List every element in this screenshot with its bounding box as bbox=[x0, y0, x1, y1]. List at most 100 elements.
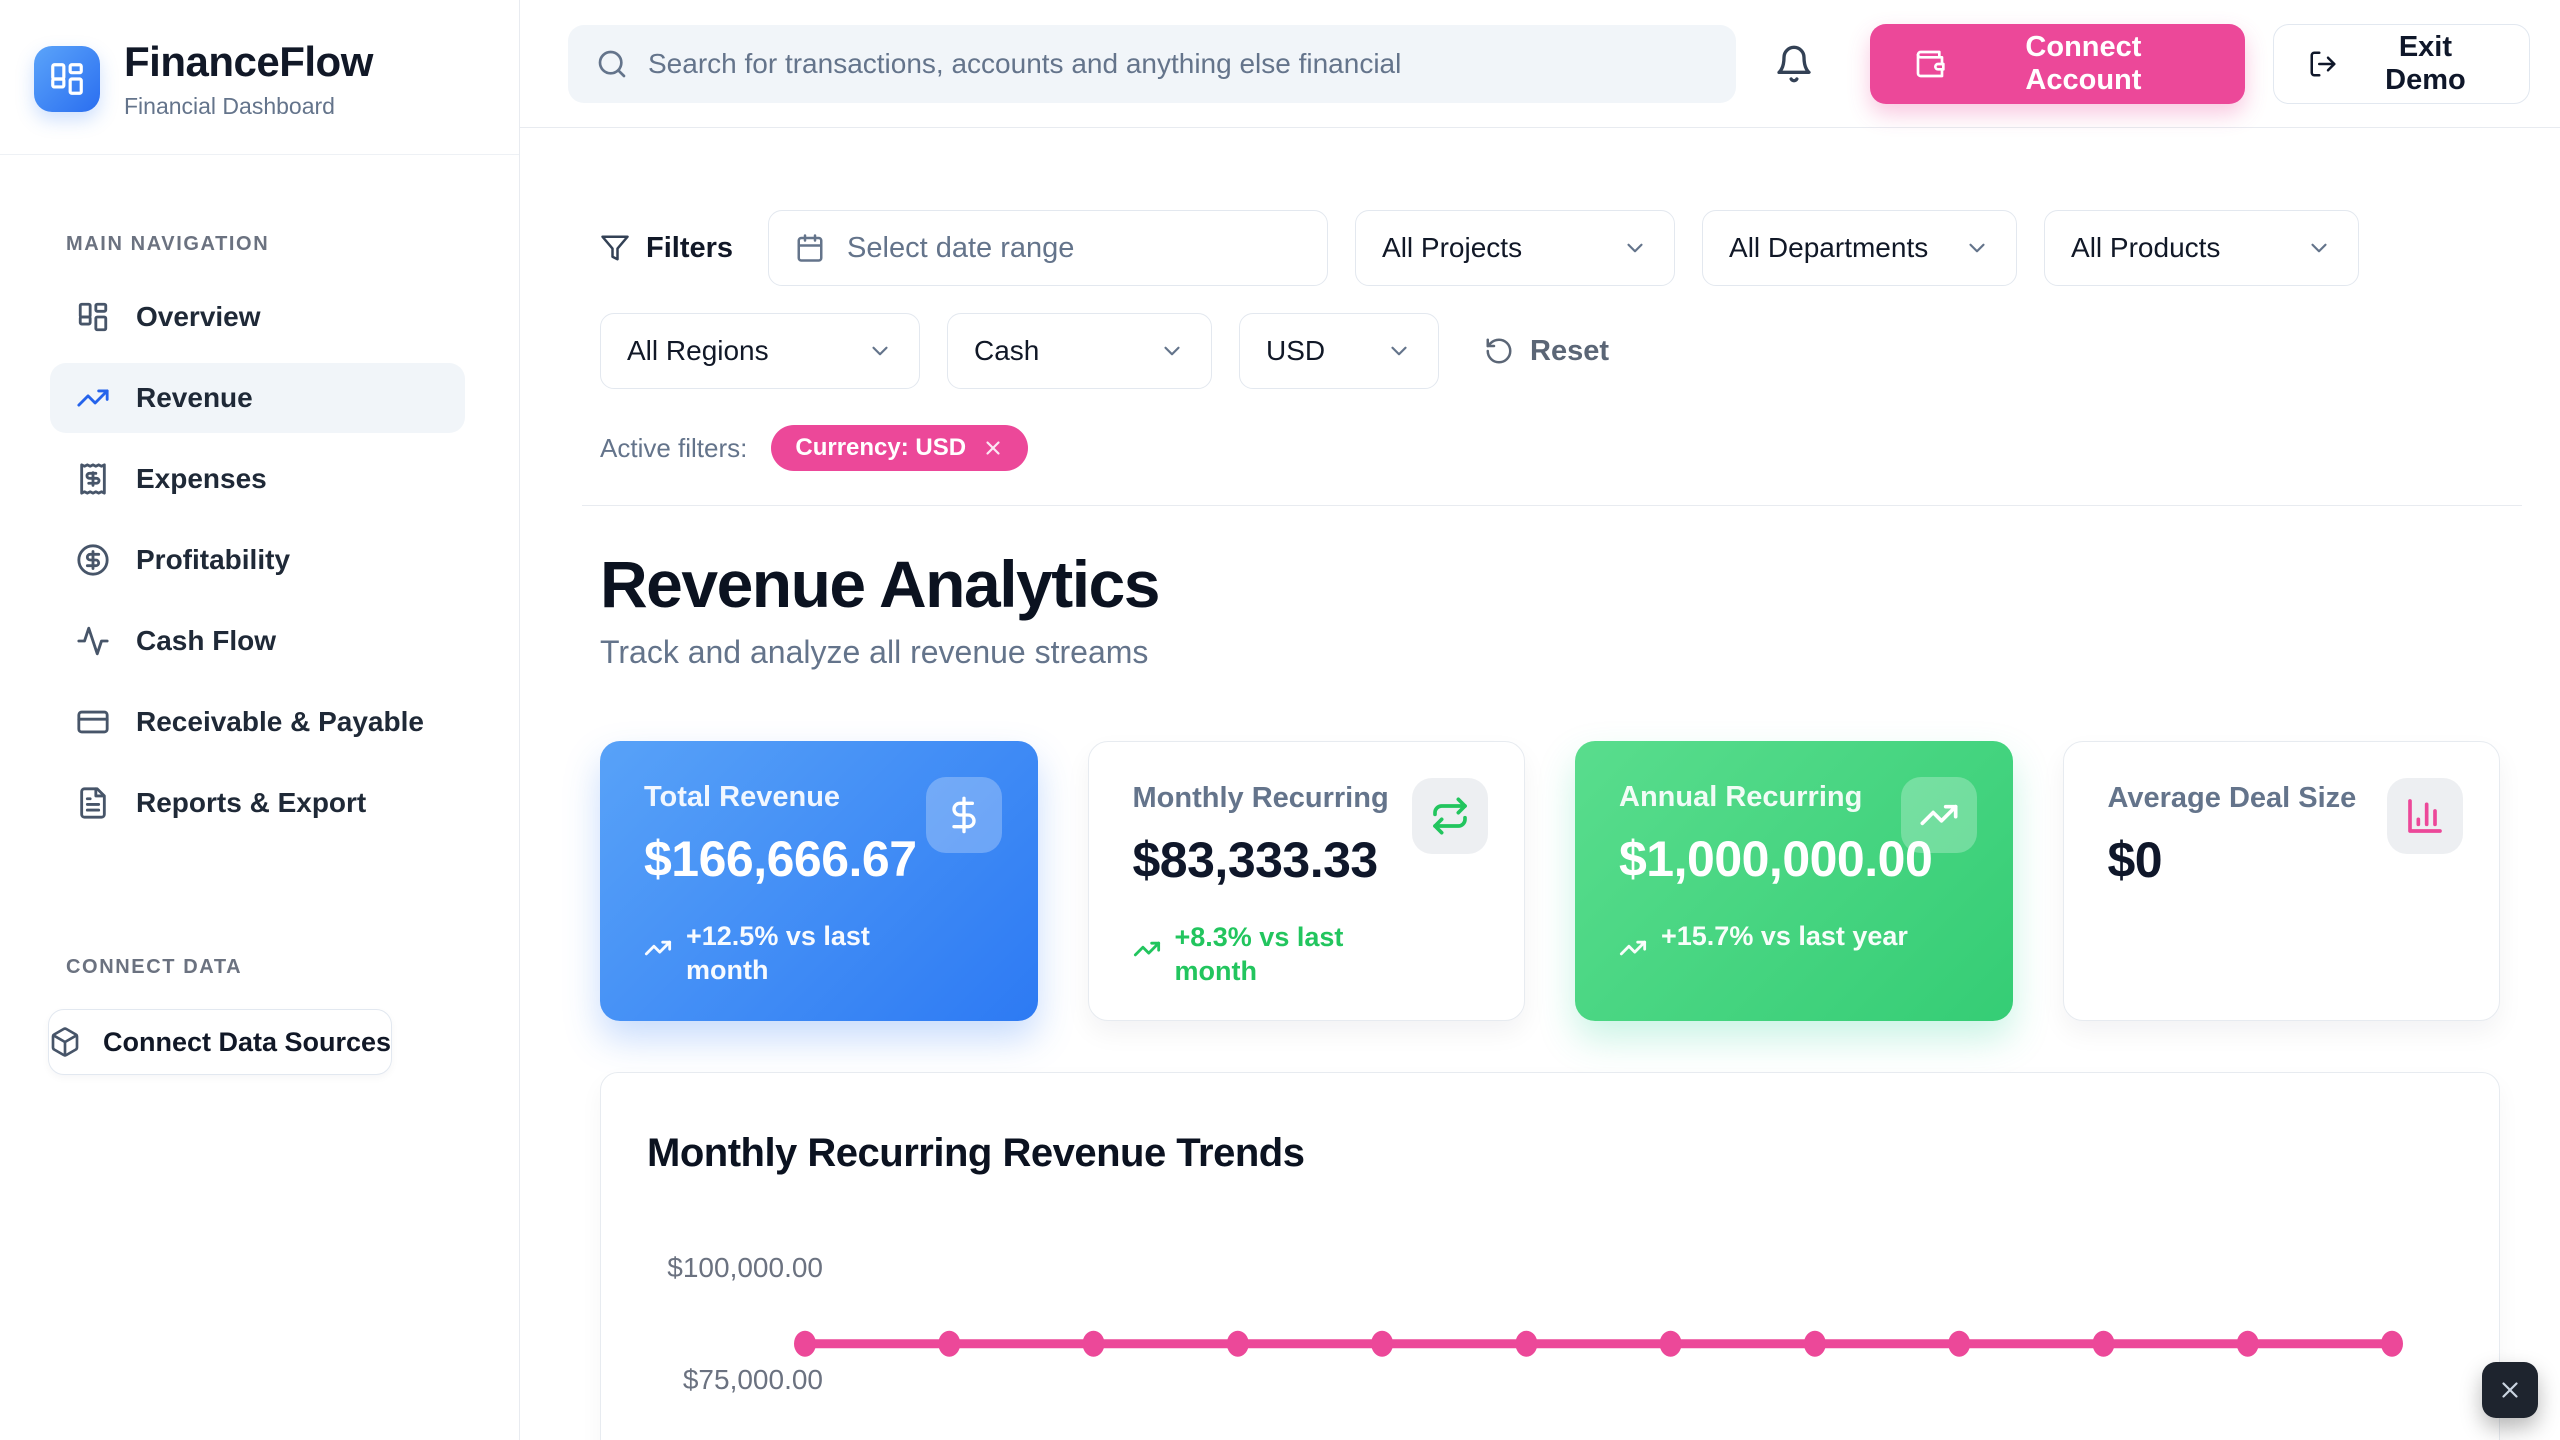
app-subtitle: Financial Dashboard bbox=[124, 93, 335, 119]
sidebar-item-overview[interactable]: Overview bbox=[50, 282, 465, 352]
trending-up-icon bbox=[644, 934, 672, 962]
metric-label: Monthly Recurring bbox=[1132, 782, 1389, 814]
trending-up-icon bbox=[1619, 934, 1647, 962]
sidebar-item-label: Reports & Export bbox=[136, 787, 367, 818]
chevron-down-icon bbox=[867, 338, 893, 364]
projects-select-value: All Projects bbox=[1382, 232, 1523, 263]
products-select-value: All Products bbox=[2071, 232, 2221, 263]
connect-data-section-label: CONNECT DATA bbox=[66, 956, 243, 978]
metric-value: $166,666.67 bbox=[644, 831, 917, 887]
metric-card-monthly-recurring: Monthly Recurring $83,333.33 +8.3% vs la… bbox=[1087, 741, 1525, 1021]
dollar-sign-icon bbox=[925, 777, 1002, 853]
trending-up-icon bbox=[1133, 935, 1161, 963]
search-icon bbox=[596, 48, 628, 80]
currency-select[interactable]: USD bbox=[1239, 313, 1439, 389]
regions-select-value: All Regions bbox=[627, 335, 769, 366]
filters-bar: Filters All Projects All Departments All… bbox=[600, 210, 2500, 389]
projects-select[interactable]: All Projects bbox=[1355, 210, 1676, 286]
date-range-input[interactable] bbox=[768, 210, 1329, 286]
metric-label: Average Deal Size bbox=[2107, 782, 2357, 814]
app-title: FinanceFlow bbox=[124, 38, 373, 85]
sidebar-item-label: Overview bbox=[136, 301, 261, 332]
sidebar-item-label: Expenses bbox=[136, 463, 267, 494]
y-axis-tick: $75,000.00 bbox=[682, 1364, 823, 1395]
cube-icon bbox=[49, 1026, 81, 1058]
chevron-down-icon bbox=[1386, 338, 1412, 364]
reset-label: Reset bbox=[1530, 334, 1609, 367]
active-filter-chip-text: Currency: USD bbox=[795, 434, 967, 461]
page-title: Revenue Analytics bbox=[600, 547, 1160, 621]
close-overlay-button[interactable] bbox=[2482, 1362, 2538, 1418]
file-text-icon bbox=[76, 786, 110, 820]
sidebar-item-expenses[interactable]: Expenses bbox=[50, 444, 465, 514]
filters-label: Filters bbox=[646, 231, 734, 264]
currency-select-value: USD bbox=[1266, 335, 1326, 366]
receipt-icon bbox=[76, 462, 110, 496]
sidebar-item-receivable-payable[interactable]: Receivable & Payable bbox=[50, 687, 465, 757]
departments-select-value: All Departments bbox=[1729, 232, 1929, 263]
bell-icon bbox=[1774, 44, 1814, 84]
reset-filters-button[interactable]: Reset bbox=[1484, 335, 1609, 368]
account-type-select[interactable]: Cash bbox=[947, 313, 1212, 389]
sidebar-item-label: Revenue bbox=[136, 382, 253, 413]
sidebar-item-reports-export[interactable]: Reports & Export bbox=[50, 768, 465, 838]
active-filters-label: Active filters: bbox=[600, 432, 748, 463]
y-axis-tick: $100,000.00 bbox=[667, 1252, 823, 1283]
departments-select[interactable]: All Departments bbox=[1702, 210, 2018, 286]
sidebar-item-revenue[interactable]: Revenue bbox=[50, 363, 465, 433]
mrr-trends-chart-card: Monthly Recurring Revenue Trends $100,00… bbox=[600, 1072, 2500, 1440]
metric-cards: Total Revenue $166,666.67 +12.5% vs last… bbox=[600, 741, 2500, 1021]
repeat-icon bbox=[1412, 778, 1488, 854]
calendar-icon bbox=[795, 233, 825, 263]
trending-up-icon bbox=[76, 381, 110, 415]
chevron-down-icon bbox=[1964, 235, 1990, 261]
rotate-ccw-icon bbox=[1484, 336, 1514, 366]
global-search[interactable] bbox=[568, 24, 1736, 103]
close-icon bbox=[2497, 1377, 2523, 1403]
sidebar-item-cash-flow[interactable]: Cash Flow bbox=[50, 606, 465, 676]
search-input[interactable] bbox=[648, 47, 1708, 80]
trending-up-icon bbox=[1900, 777, 1977, 853]
app-logo: FinanceFlow Financial Dashboard bbox=[0, 0, 519, 155]
metric-change: +12.5% vs last month bbox=[644, 920, 994, 988]
sidebar-item-label: Receivable & Payable bbox=[136, 706, 424, 737]
credit-card-icon bbox=[76, 705, 110, 739]
metric-change: +8.3% vs last month bbox=[1133, 921, 1481, 989]
connect-account-button[interactable]: Connect Account bbox=[1870, 23, 2245, 104]
metric-card-annual-recurring: Annual Recurring $1,000,000.00 +15.7% vs… bbox=[1575, 741, 2013, 1021]
chevron-down-icon bbox=[1622, 235, 1648, 261]
notifications-button[interactable] bbox=[1766, 36, 1822, 92]
app-logo-icon bbox=[34, 46, 100, 112]
sidebar-item-profitability[interactable]: Profitability bbox=[50, 525, 465, 595]
layout-dashboard-icon bbox=[76, 300, 110, 334]
active-filters-row: Active filters: Currency: USD bbox=[600, 425, 2500, 471]
date-range-field[interactable] bbox=[847, 231, 1302, 265]
main-content: Filters All Projects All Departments All… bbox=[520, 128, 2560, 1440]
connect-account-label: Connect Account bbox=[2025, 30, 2142, 96]
metric-label: Annual Recurring bbox=[1619, 781, 1863, 813]
connect-data-sources-label: Connect Data Sources bbox=[103, 1026, 392, 1057]
wallet-icon bbox=[1914, 48, 1946, 80]
remove-filter-icon[interactable] bbox=[982, 437, 1004, 459]
page-subtitle: Track and analyze all revenue streams bbox=[600, 634, 1149, 670]
exit-demo-label: Exit Demo bbox=[2385, 30, 2466, 96]
metric-change: +15.7% vs last year bbox=[1619, 920, 1969, 962]
metric-value: $1,000,000.00 bbox=[1619, 831, 1933, 887]
regions-select[interactable]: All Regions bbox=[600, 313, 920, 389]
filter-funnel-icon bbox=[600, 233, 630, 263]
nav-section-label: MAIN NAVIGATION bbox=[66, 233, 270, 255]
chevron-down-icon bbox=[1159, 338, 1185, 364]
bar-chart-icon bbox=[2387, 778, 2463, 854]
filters-title: Filters bbox=[600, 232, 733, 265]
log-out-icon bbox=[2308, 49, 2338, 79]
metric-card-total-revenue: Total Revenue $166,666.67 +12.5% vs last… bbox=[600, 741, 1038, 1021]
activity-icon bbox=[76, 624, 110, 658]
metric-label: Total Revenue bbox=[644, 781, 841, 813]
connect-data-sources-button[interactable]: Connect Data Sources bbox=[48, 1009, 393, 1075]
metric-card-average-deal-size: Average Deal Size $0 bbox=[2062, 741, 2500, 1021]
main-navigation: Overview Revenue Expenses Profitability … bbox=[0, 282, 519, 838]
account-type-select-value: Cash bbox=[974, 335, 1040, 366]
active-filter-chip-currency[interactable]: Currency: USD bbox=[771, 425, 1029, 471]
products-select[interactable]: All Products bbox=[2044, 210, 2360, 286]
exit-demo-button[interactable]: Exit Demo bbox=[2272, 23, 2530, 104]
